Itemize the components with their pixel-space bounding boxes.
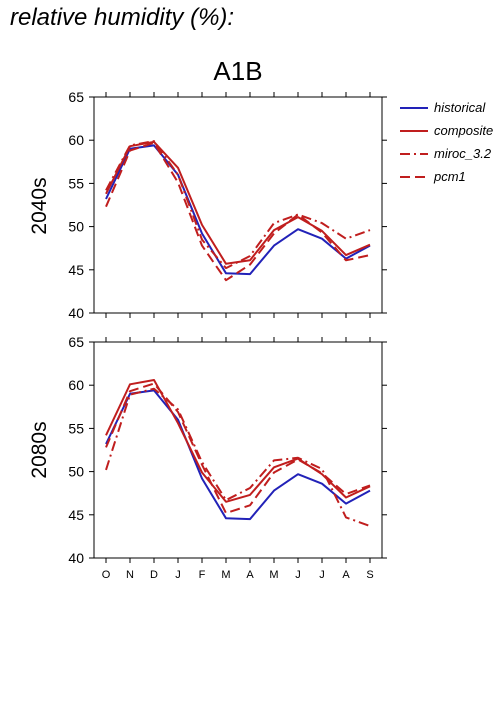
x-tick-label-11: S bbox=[366, 569, 373, 581]
y-tick-label-0-3: 55 bbox=[68, 175, 84, 191]
legend: historical composite miroc_3.2 pcm1 bbox=[398, 96, 493, 188]
legend-item-pcm1: pcm1 bbox=[398, 165, 493, 188]
series-line-1-historical bbox=[105, 389, 371, 521]
page-title: relative humidity (%): bbox=[10, 4, 235, 31]
x-tick-label-8: J bbox=[295, 569, 301, 581]
x-tick-label-2: D bbox=[150, 569, 158, 581]
series-line-0-pcm1 bbox=[105, 141, 371, 282]
y-tick-label-1-3: 55 bbox=[68, 420, 84, 436]
y-tick-label-0-1: 45 bbox=[68, 262, 84, 278]
series-line-1-composite bbox=[105, 379, 371, 503]
legend-item-miroc: miroc_3.2 bbox=[398, 142, 493, 165]
legend-swatch-pcm1 bbox=[400, 175, 428, 178]
x-tick-label-7: M bbox=[269, 569, 278, 581]
legend-label-miroc: miroc_3.2 bbox=[434, 146, 492, 161]
y-tick-label-1-2: 50 bbox=[68, 464, 84, 480]
legend-swatch-composite bbox=[400, 129, 428, 132]
legend-swatch-historical bbox=[400, 106, 428, 109]
series-line-0-historical bbox=[105, 144, 371, 276]
chart-title: A1B bbox=[213, 56, 263, 86]
series-line-0-composite bbox=[105, 140, 371, 265]
y-tick-label-1-5: 65 bbox=[68, 334, 84, 350]
series-line-0-miroc-3-2 bbox=[105, 140, 371, 270]
legend-label-pcm1: pcm1 bbox=[434, 169, 466, 184]
series-line-1-pcm1 bbox=[105, 382, 371, 515]
legend-label-composite: composite bbox=[434, 123, 494, 138]
series-line-1-miroc-3-2 bbox=[105, 387, 371, 527]
x-tick-label-3: J bbox=[175, 569, 181, 581]
x-tick-label-10: A bbox=[342, 569, 350, 581]
x-tick-label-6: A bbox=[246, 569, 254, 581]
y-tick-label-1-4: 60 bbox=[68, 377, 84, 393]
y-tick-label-0-4: 60 bbox=[68, 132, 84, 148]
x-tick-label-1: N bbox=[126, 569, 134, 581]
plot-frame-0 bbox=[93, 96, 383, 314]
plot-frame-1 bbox=[93, 341, 383, 559]
legend-swatch-miroc bbox=[400, 152, 428, 155]
y-tick-label-1-0: 40 bbox=[68, 550, 84, 566]
y-tick-label-0-2: 50 bbox=[68, 219, 84, 235]
x-tick-label-9: J bbox=[319, 569, 325, 581]
x-tick-label-4: F bbox=[199, 569, 206, 581]
x-tick-label-5: M bbox=[221, 569, 230, 581]
y-tick-label-0-5: 65 bbox=[68, 89, 84, 105]
x-tick-label-0: O bbox=[102, 569, 111, 581]
legend-item-composite: composite bbox=[398, 119, 493, 142]
y-tick-label-1-1: 45 bbox=[68, 507, 84, 523]
y-tick-label-0-0: 40 bbox=[68, 305, 84, 321]
legend-label-historical: historical bbox=[434, 100, 486, 115]
legend-item-historical: historical bbox=[398, 96, 493, 119]
